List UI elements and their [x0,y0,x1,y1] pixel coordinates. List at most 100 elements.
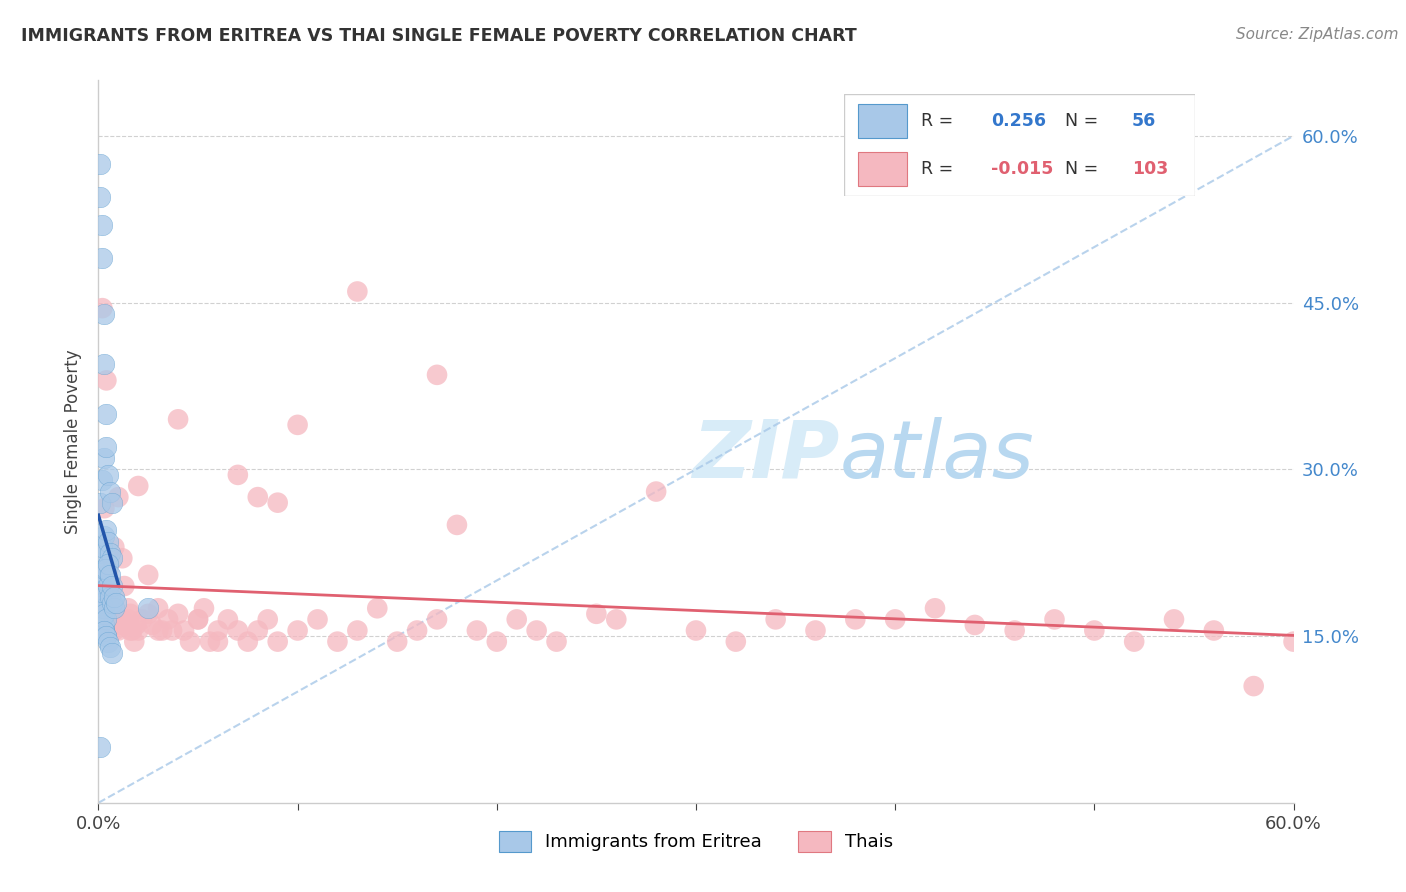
Point [346,624,368,638]
Point [101,496,124,510]
Point [107,624,129,638]
Point [207,634,229,648]
Point [117,601,139,615]
Point [585,607,607,621]
Point [89,574,111,588]
Legend: Immigrants from Eritrea, Thais: Immigrants from Eritrea, Thais [491,823,901,859]
Point [93,451,115,466]
Point [193,601,215,615]
Point [1243,679,1265,693]
Point [97,579,120,593]
Point [226,624,249,638]
Point [93,624,115,638]
Point [267,496,290,510]
Point [385,634,409,648]
Text: -0.015: -0.015 [991,160,1053,178]
Point [101,579,124,593]
Point [148,624,170,638]
Point [97,467,120,482]
Point [98,590,122,604]
Point [465,624,488,638]
Point [101,551,124,566]
Text: Source: ZipAtlas.com: Source: ZipAtlas.com [1236,27,1399,42]
Point [91,579,114,593]
Point [93,574,115,588]
Point [446,517,468,532]
Text: ZIP: ZIP [692,417,839,495]
Point [246,490,269,504]
Point [101,618,124,632]
Point [97,557,120,571]
Point [924,601,946,615]
Text: R =: R = [921,112,959,130]
Point [112,579,135,593]
Text: 56: 56 [1132,112,1156,130]
FancyBboxPatch shape [858,153,907,186]
Point [93,584,115,599]
Point [884,612,907,626]
Point [179,634,201,648]
FancyBboxPatch shape [858,104,907,137]
Point [101,618,124,632]
Point [426,368,449,382]
Y-axis label: Single Female Poverty: Single Female Poverty [65,350,83,533]
Point [98,640,122,655]
Point [326,634,349,648]
Point [97,562,120,576]
Point [93,529,115,543]
Point [546,634,568,648]
Point [89,740,111,755]
Point [96,440,118,454]
Text: R =: R = [921,160,959,178]
Point [167,607,190,621]
Point [111,612,134,626]
Point [287,417,309,432]
Point [236,634,259,648]
Point [160,624,183,638]
Point [1123,634,1146,648]
Point [93,357,115,371]
Point [97,534,120,549]
Point [426,612,449,626]
Point [148,601,170,615]
Point [96,373,118,387]
Text: 103: 103 [1132,160,1168,178]
Point [645,484,668,499]
Point [93,562,115,576]
Text: N =: N = [1066,112,1104,130]
Point [1282,634,1305,648]
Text: 0.256: 0.256 [991,112,1046,130]
Point [366,601,388,615]
Point [96,568,118,582]
Point [98,612,122,626]
Point [685,624,707,638]
Point [98,596,122,610]
Point [187,612,209,626]
Point [101,601,124,615]
Point [89,618,111,632]
Point [96,562,118,576]
Point [506,612,529,626]
Point [217,612,239,626]
Point [89,579,111,593]
Point [89,190,111,204]
Point [124,634,146,648]
Point [187,612,209,626]
Point [96,524,118,538]
Point [120,607,142,621]
Point [91,607,114,621]
Point [98,568,122,582]
Point [101,646,124,660]
Point [1202,624,1225,638]
Point [91,540,114,554]
Point [89,156,111,170]
Point [287,624,309,638]
Point [91,612,114,626]
Point [173,624,195,638]
Point [91,251,114,265]
Point [141,618,163,632]
Point [150,624,173,638]
Point [112,618,135,632]
Point [167,412,190,426]
Point [89,496,111,510]
